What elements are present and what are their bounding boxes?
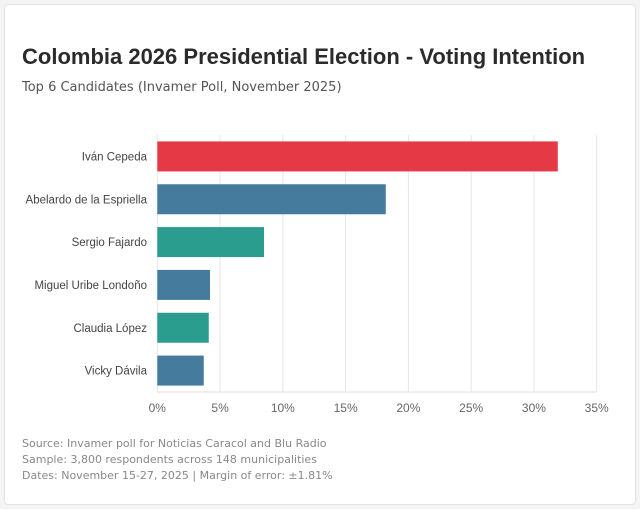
x-tick-label: 20% xyxy=(396,401,420,415)
chart-footer: Source: Invamer poll for Noticias Caraco… xyxy=(22,436,333,484)
bar xyxy=(157,269,211,300)
y-category-label: Miguel Uribe Londoño xyxy=(34,280,147,292)
x-tick-label: 0% xyxy=(149,401,167,415)
x-tick-label: 15% xyxy=(334,401,358,415)
chart-title: Colombia 2026 Presidential Election - Vo… xyxy=(22,44,586,69)
bar xyxy=(157,355,204,386)
y-category-label: Vicky Dávila xyxy=(85,366,148,378)
bar xyxy=(157,227,265,258)
y-category-label: Claudia López xyxy=(73,323,147,335)
bar xyxy=(157,141,558,172)
chart-card xyxy=(4,4,636,505)
x-tick-label: 5% xyxy=(211,401,229,415)
y-category-label: Abelardo de la Espriella xyxy=(26,194,148,206)
x-tick-label: 10% xyxy=(271,401,295,415)
y-category-label: Sergio Fajardo xyxy=(72,237,147,249)
footer-dates: Dates: November 15-27, 2025 | Margin of … xyxy=(22,469,333,482)
footer-source: Source: Invamer poll for Noticias Caraco… xyxy=(22,437,327,450)
y-category-label: Iván Cepeda xyxy=(82,151,148,163)
x-tick-label: 35% xyxy=(585,401,609,415)
chart-subtitle: Top 6 Candidates (Invamer Poll, November… xyxy=(22,80,342,95)
bar xyxy=(157,184,386,215)
x-tick-label: 30% xyxy=(522,401,546,415)
bar xyxy=(157,312,209,343)
x-tick-label: 25% xyxy=(459,401,483,415)
footer-sample: Sample: 3,800 respondents across 148 mun… xyxy=(22,453,317,466)
